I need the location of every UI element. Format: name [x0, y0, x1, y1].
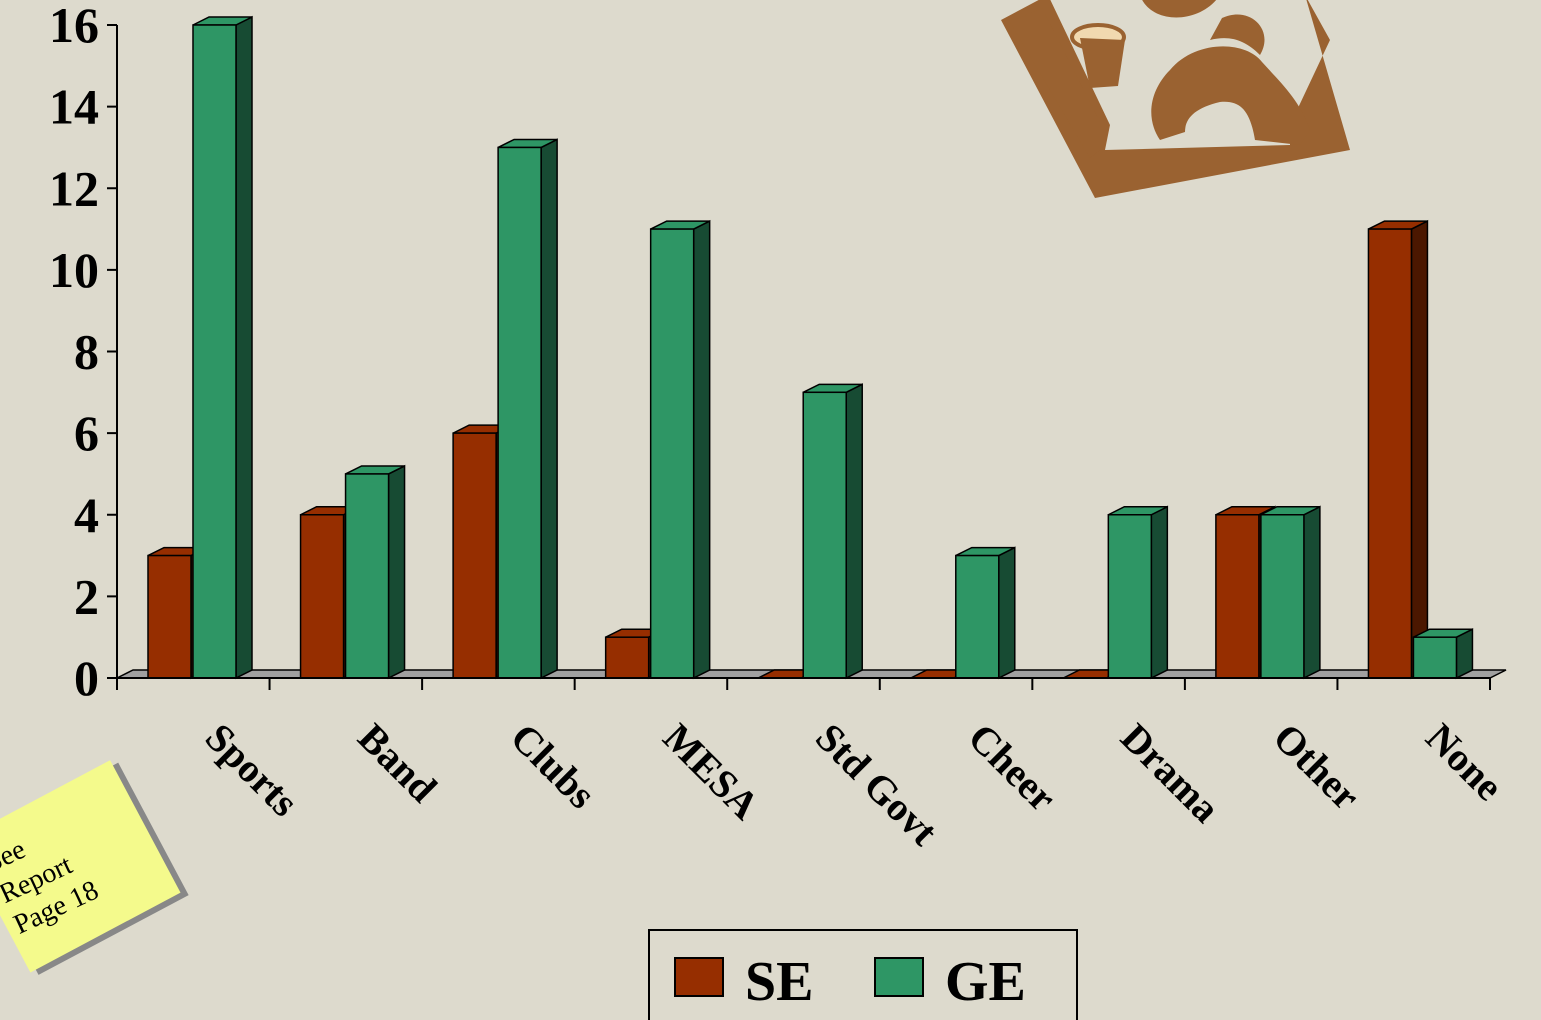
bar-ge-clubs: [497, 138, 558, 680]
x-category-label: Band: [349, 715, 445, 811]
bar-ge-mesa: [649, 219, 711, 680]
bar-ge-other: [1260, 505, 1321, 680]
y-tick-label: 6: [74, 405, 99, 461]
x-category-label: Drama: [1112, 715, 1229, 832]
y-tick-label: 10: [49, 242, 99, 298]
y-tick-label: 0: [74, 650, 99, 706]
bar-ge-none: [1412, 627, 1474, 680]
y-tick-label: 4: [74, 487, 99, 543]
bar-ge-band: [344, 464, 406, 680]
bar-ge-std-govt: [802, 383, 863, 680]
bar-se-none: [1367, 219, 1429, 680]
bar-ge-cheer: [955, 546, 1016, 680]
x-category-label: MESA: [655, 715, 769, 829]
legend-swatch-ge: [874, 957, 924, 997]
y-tick-label: 16: [49, 0, 99, 53]
y-tick-label: 8: [74, 324, 99, 380]
bar-ge-sports: [192, 15, 253, 680]
legend-label-ge: GE: [945, 951, 1026, 1013]
x-category-label: None: [1417, 715, 1512, 810]
x-category-label: Other: [1265, 715, 1369, 819]
y-tick-label: 14: [49, 79, 99, 135]
x-category-label: Clubs: [502, 715, 605, 818]
legend-swatch-se: [674, 957, 724, 997]
legend-label-se: SE: [745, 951, 814, 1013]
x-category-label: Cheer: [960, 715, 1066, 821]
y-tick-label: 2: [74, 568, 99, 624]
bar-ge-drama: [1107, 505, 1169, 680]
x-category-label: Sports: [197, 715, 307, 825]
x-category-label: Std Govt: [807, 715, 947, 855]
cartoon-figure-icon: [1001, 0, 1350, 198]
y-tick-label: 12: [49, 160, 99, 216]
